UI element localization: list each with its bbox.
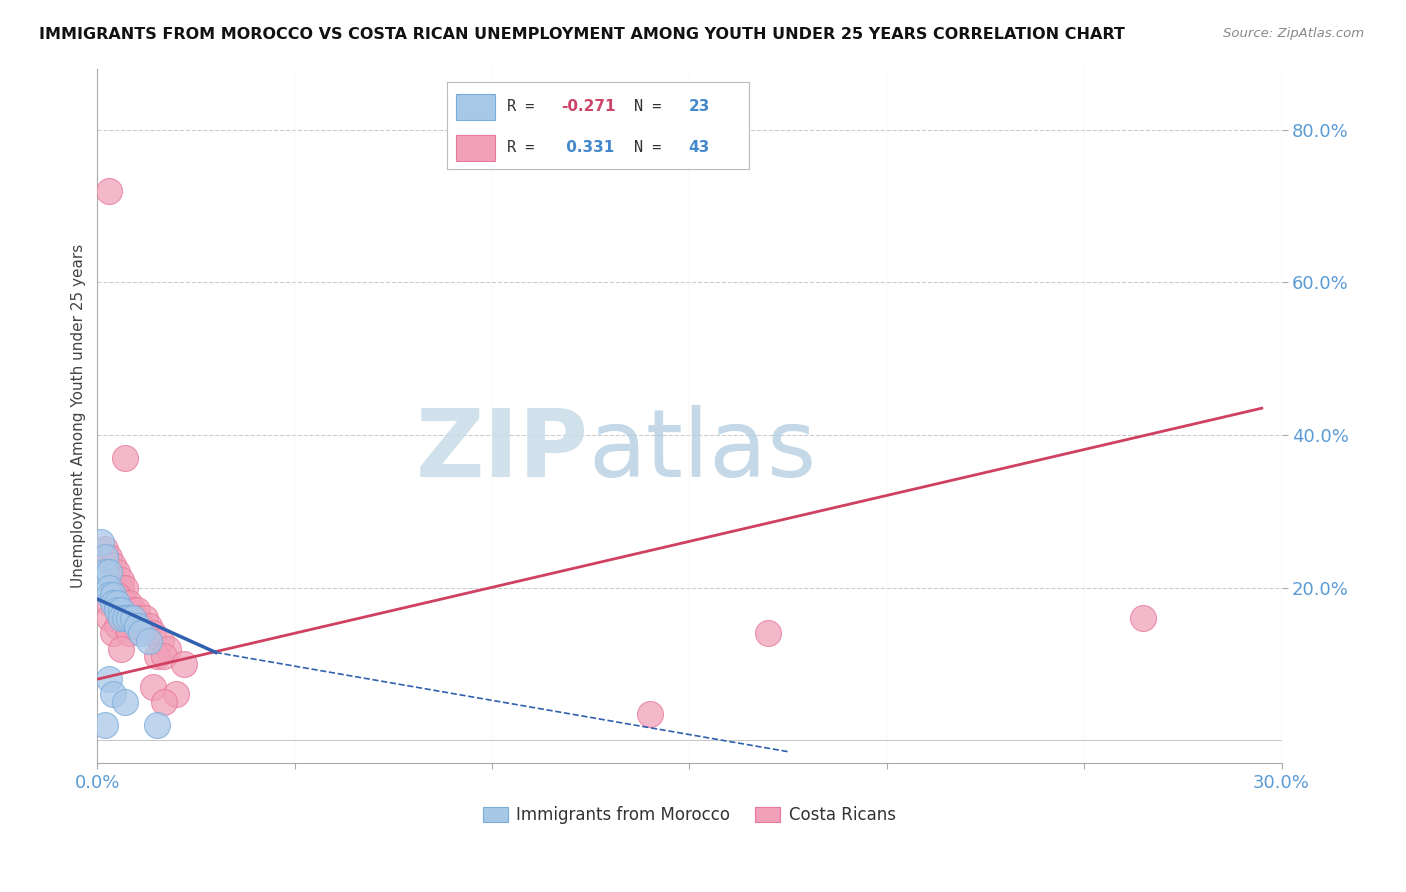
Point	[94, 718, 117, 732]
Y-axis label: Unemployment Among Youth under 25 years: Unemployment Among Youth under 25 years	[72, 244, 86, 588]
Point	[142, 626, 165, 640]
Point	[98, 672, 121, 686]
Point	[149, 634, 172, 648]
Point	[118, 596, 141, 610]
Point	[101, 558, 124, 572]
Point	[101, 688, 124, 702]
Point	[105, 596, 128, 610]
Point	[129, 626, 152, 640]
Point	[134, 611, 156, 625]
Point	[125, 618, 148, 632]
Point	[98, 596, 121, 610]
Point	[122, 611, 145, 625]
Point	[101, 626, 124, 640]
Point	[110, 581, 132, 595]
Point	[114, 581, 136, 595]
Point	[94, 549, 117, 564]
Point	[98, 588, 121, 602]
Point	[110, 573, 132, 587]
Point	[98, 549, 121, 564]
Point	[105, 566, 128, 580]
Point	[145, 649, 167, 664]
Point	[129, 618, 152, 632]
Point	[110, 611, 132, 625]
Point	[153, 649, 176, 664]
Point	[98, 184, 121, 198]
Point	[105, 588, 128, 602]
Point	[638, 706, 661, 721]
Point	[98, 566, 121, 580]
Point	[101, 596, 124, 610]
Point	[101, 588, 124, 602]
Point	[94, 566, 117, 580]
Text: IMMIGRANTS FROM MOROCCO VS COSTA RICAN UNEMPLOYMENT AMONG YOUTH UNDER 25 YEARS C: IMMIGRANTS FROM MOROCCO VS COSTA RICAN U…	[39, 27, 1125, 42]
Point	[110, 603, 132, 617]
Point	[122, 603, 145, 617]
Point	[114, 695, 136, 709]
Text: ZIP: ZIP	[416, 405, 589, 497]
Point	[101, 588, 124, 602]
Point	[118, 626, 141, 640]
Point	[153, 695, 176, 709]
Point	[105, 603, 128, 617]
Legend: Immigrants from Morocco, Costa Ricans: Immigrants from Morocco, Costa Ricans	[484, 806, 896, 824]
Point	[114, 618, 136, 632]
Point	[125, 611, 148, 625]
Point	[114, 450, 136, 465]
Point	[114, 596, 136, 610]
Point	[122, 618, 145, 632]
Point	[110, 641, 132, 656]
Point	[173, 657, 195, 671]
Point	[90, 534, 112, 549]
Point	[101, 581, 124, 595]
Point	[118, 611, 141, 625]
Point	[138, 634, 160, 648]
Point	[105, 618, 128, 632]
Point	[125, 603, 148, 617]
Point	[118, 611, 141, 625]
Point	[1132, 611, 1154, 625]
Point	[142, 680, 165, 694]
Point	[145, 718, 167, 732]
Point	[98, 581, 121, 595]
Point	[165, 688, 187, 702]
Point	[98, 611, 121, 625]
Point	[94, 542, 117, 557]
Point	[138, 618, 160, 632]
Point	[110, 611, 132, 625]
Point	[758, 626, 780, 640]
Text: Source: ZipAtlas.com: Source: ZipAtlas.com	[1223, 27, 1364, 40]
Text: atlas: atlas	[589, 405, 817, 497]
Point	[105, 603, 128, 617]
Point	[114, 611, 136, 625]
Point	[157, 641, 180, 656]
